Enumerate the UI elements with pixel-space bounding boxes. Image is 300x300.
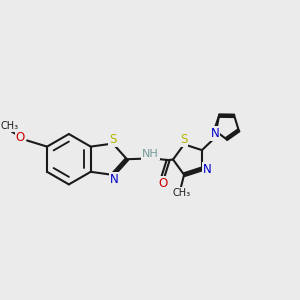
Text: CH₃: CH₃	[1, 121, 19, 131]
Text: N: N	[110, 173, 119, 186]
Text: S: S	[109, 133, 116, 146]
Text: O: O	[16, 131, 25, 144]
Text: N: N	[203, 163, 212, 176]
Text: CH₃: CH₃	[172, 188, 191, 198]
Text: NH: NH	[142, 149, 159, 159]
Text: O: O	[159, 177, 168, 190]
Text: S: S	[180, 133, 187, 146]
Text: N: N	[211, 128, 220, 140]
